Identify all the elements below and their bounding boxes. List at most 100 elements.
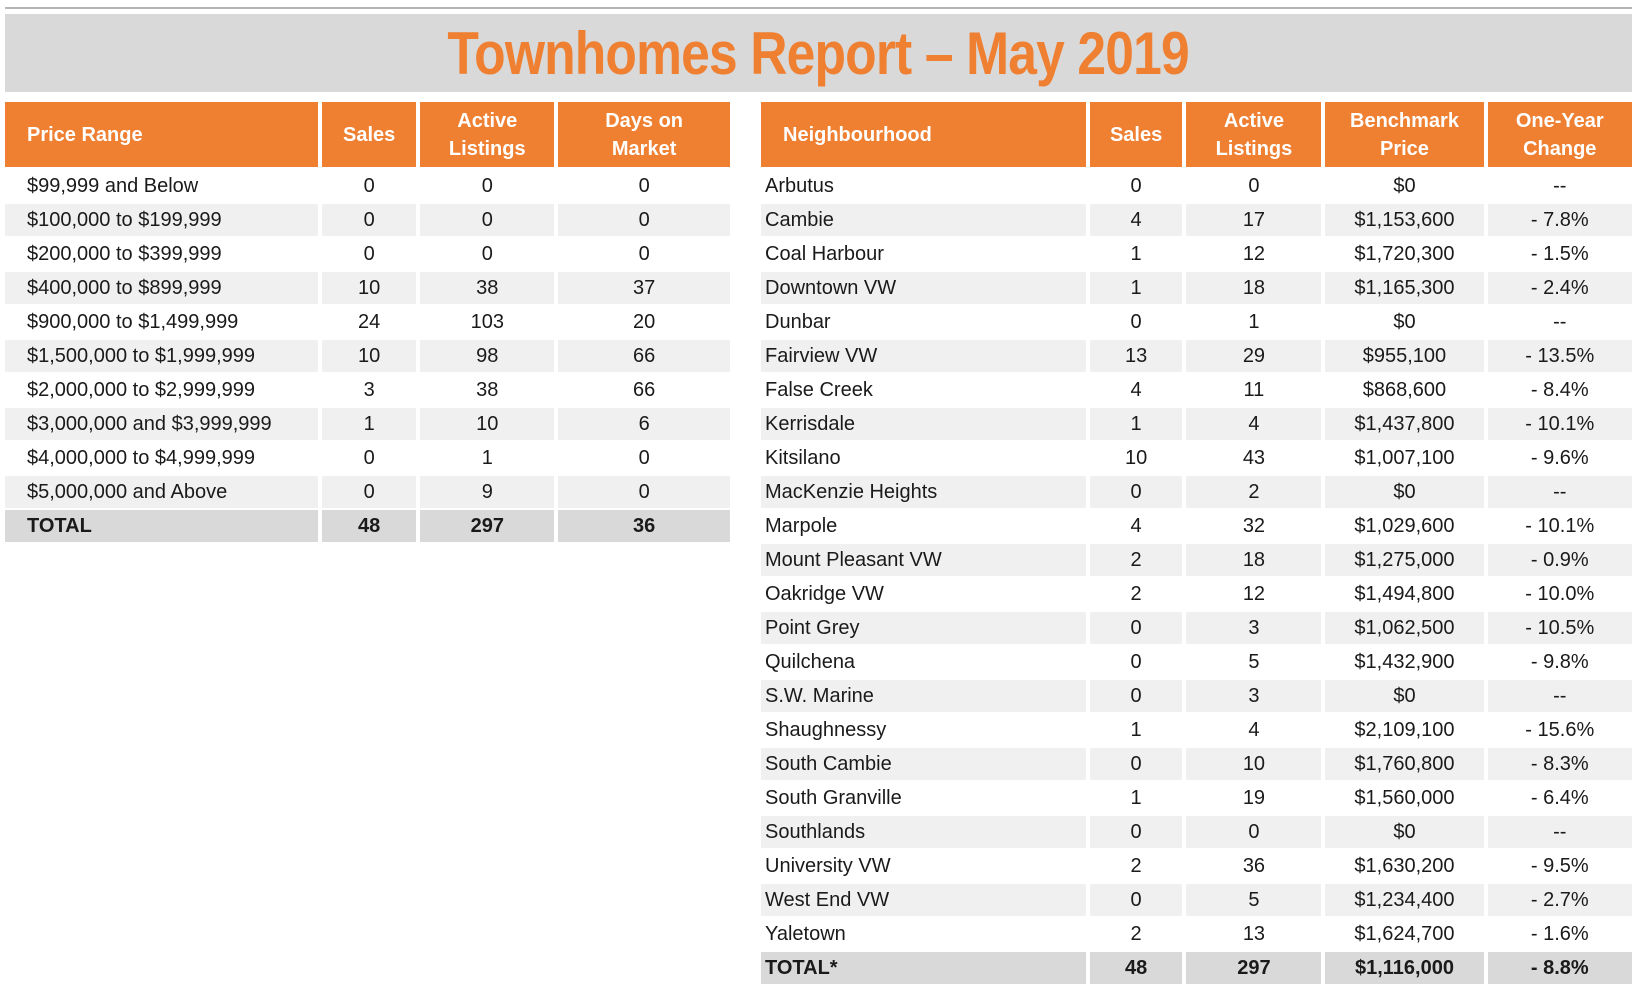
table-cell: Point Grey <box>761 612 1086 646</box>
table-cell: 5 <box>1186 646 1322 680</box>
table-cell: 10 <box>1089 442 1183 476</box>
table-cell: -- <box>1487 306 1632 340</box>
table-cell: 1 <box>1089 714 1183 748</box>
table-cell: 0 <box>1089 612 1183 646</box>
table-cell: 17 <box>1186 204 1322 238</box>
table-cell: 10 <box>420 408 555 442</box>
table-cell: 4 <box>1186 714 1322 748</box>
table-cell: 66 <box>558 374 730 408</box>
table-cell: - 1.6% <box>1487 918 1632 952</box>
column-header: Sales <box>322 102 417 170</box>
table-cell: 2 <box>1089 544 1183 578</box>
table-cell: 12 <box>1186 238 1322 272</box>
table-cell: 20 <box>558 306 730 340</box>
table-cell: 1 <box>1089 408 1183 442</box>
table-cell: 66 <box>558 340 730 374</box>
table-cell: - 13.5% <box>1487 340 1632 374</box>
neighbourhood-table: Neighbourhood Sales Active Listings Benchmar… <box>757 102 1636 986</box>
table-header-row: Price Range Sales Active Listings Days on Mar… <box>5 102 730 170</box>
table-cell: 0 <box>1186 170 1322 204</box>
table-cell: 2 <box>1186 476 1322 510</box>
table-row: Yaletown 2 13 $1,624,700- 1.6% <box>761 918 1632 952</box>
table-cell: - 9.6% <box>1487 442 1632 476</box>
table-header-row: Neighbourhood Sales Active Listings Benchmar… <box>761 102 1632 170</box>
table-row: $3,000,000 and $3,999,999 1 10 6 <box>5 408 730 442</box>
table-cell: 18 <box>1186 272 1322 306</box>
table-cell: Shaughnessy <box>761 714 1086 748</box>
table-row: S.W. Marine 0 3 $0 -- <box>761 680 1632 714</box>
table-cell: - 10.5% <box>1487 612 1632 646</box>
table-cell: 43 <box>1186 442 1322 476</box>
table-cell: $2,000,000 to $2,999,999 <box>5 374 319 408</box>
table-cell: Yaletown <box>761 918 1086 952</box>
table-cell: 10 <box>322 340 417 374</box>
table-cell: - 10.1% <box>1487 510 1632 544</box>
table-cell: $0 <box>1325 816 1484 850</box>
table-cell: 0 <box>420 170 555 204</box>
table-row: Kerrisdale 1 4 $1,437,800- 10.1% <box>761 408 1632 442</box>
table-cell: 13 <box>1186 918 1322 952</box>
table-cell: 3 <box>1186 612 1322 646</box>
table-cell: 98 <box>420 340 555 374</box>
table-cell: - 10.0% <box>1487 578 1632 612</box>
table-cell: 0 <box>322 204 417 238</box>
table-cell: 0 <box>1089 646 1183 680</box>
total-row: TOTAL 48 297 36 <box>5 510 730 544</box>
table-cell: 2 <box>1089 578 1183 612</box>
page-title: Townhomes Report – May 2019 <box>447 19 1190 87</box>
table-row: University VW 2 36 $1,630,200- 9.5% <box>761 850 1632 884</box>
table-cell: $1,007,100 <box>1325 442 1484 476</box>
table-cell: -- <box>1487 170 1632 204</box>
table-cell: 0 <box>558 170 730 204</box>
table-cell: 0 <box>420 238 555 272</box>
table-cell: Marpole <box>761 510 1086 544</box>
table-row: West End VW 0 5 $1,234,400- 2.7% <box>761 884 1632 918</box>
table-row: Southlands 0 0 $0 -- <box>761 816 1632 850</box>
table-cell: 37 <box>558 272 730 306</box>
table-row: $1,500,000 to $1,999,999 10 98 66 <box>5 340 730 374</box>
table-cell: 18 <box>1186 544 1322 578</box>
table-row: $2,000,000 to $2,999,999 3 38 66 <box>5 374 730 408</box>
table-cell: 0 <box>322 238 417 272</box>
table-cell: $0 <box>1325 476 1484 510</box>
table-cell: 2 <box>1089 918 1183 952</box>
table-cell: $1,437,800 <box>1325 408 1484 442</box>
table-cell: S.W. Marine <box>761 680 1086 714</box>
table-cell: Dunbar <box>761 306 1086 340</box>
total-row: TOTAL* 48 297 $1,116,000- 8.8% <box>761 952 1632 986</box>
table-cell: 19 <box>1186 782 1322 816</box>
table-cell: - 8.4% <box>1487 374 1632 408</box>
table-cell: 297 <box>420 510 555 544</box>
table-cell: $1,116,000 <box>1325 952 1484 986</box>
table-cell: 6 <box>558 408 730 442</box>
table-cell: University VW <box>761 850 1086 884</box>
table-cell: $1,234,400 <box>1325 884 1484 918</box>
table-cell: 3 <box>322 374 417 408</box>
title-banner: Townhomes Report – May 2019 <box>5 14 1632 92</box>
table-cell: 0 <box>1089 306 1183 340</box>
table-cell: $1,062,500 <box>1325 612 1484 646</box>
table-cell: Quilchena <box>761 646 1086 680</box>
column-header: Neighbourhood <box>761 102 1086 170</box>
table-row: Marpole 4 32 $1,029,600- 10.1% <box>761 510 1632 544</box>
column-header: Active Listings <box>420 102 555 170</box>
table-cell: 1 <box>1089 272 1183 306</box>
table-cell: Coal Harbour <box>761 238 1086 272</box>
table-cell: 5 <box>1186 884 1322 918</box>
table-cell: $1,720,300 <box>1325 238 1484 272</box>
table-cell: - 2.4% <box>1487 272 1632 306</box>
table-cell: $0 <box>1325 170 1484 204</box>
column-header: Benchmark Price <box>1325 102 1484 170</box>
table-cell: -- <box>1487 680 1632 714</box>
table-cell: $5,000,000 and Above <box>5 476 319 510</box>
table-cell: 0 <box>1186 816 1322 850</box>
table-cell: $1,494,800 <box>1325 578 1484 612</box>
table-row: $200,000 to $399,999 0 0 0 <box>5 238 730 272</box>
table-cell: 24 <box>322 306 417 340</box>
table-cell: 4 <box>1089 374 1183 408</box>
table-cell: - 2.7% <box>1487 884 1632 918</box>
table-cell: Fairview VW <box>761 340 1086 374</box>
table-cell: 1 <box>322 408 417 442</box>
table-cell: 12 <box>1186 578 1322 612</box>
table-cell: 32 <box>1186 510 1322 544</box>
